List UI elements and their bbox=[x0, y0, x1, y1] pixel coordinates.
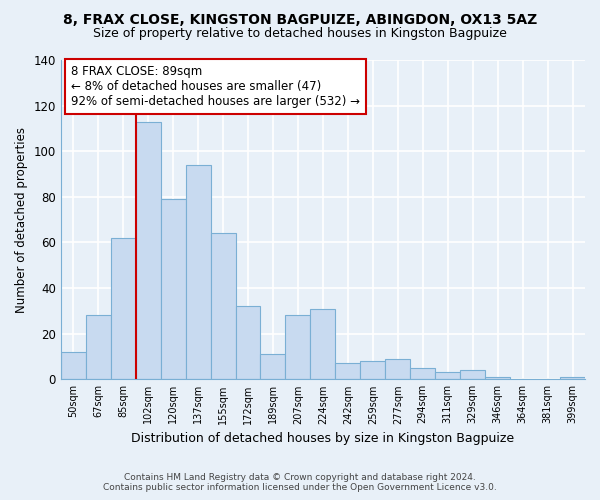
Bar bbox=[485, 377, 510, 380]
Bar bbox=[86, 316, 111, 380]
Bar bbox=[111, 238, 136, 380]
Bar bbox=[435, 372, 460, 380]
Bar bbox=[410, 368, 435, 380]
Bar bbox=[385, 359, 410, 380]
Bar bbox=[361, 361, 385, 380]
Bar bbox=[260, 354, 286, 380]
Text: 8 FRAX CLOSE: 89sqm
← 8% of detached houses are smaller (47)
92% of semi-detache: 8 FRAX CLOSE: 89sqm ← 8% of detached hou… bbox=[71, 65, 360, 108]
Text: Size of property relative to detached houses in Kingston Bagpuize: Size of property relative to detached ho… bbox=[93, 28, 507, 40]
Bar bbox=[310, 308, 335, 380]
Bar bbox=[335, 364, 361, 380]
Text: 8, FRAX CLOSE, KINGSTON BAGPUIZE, ABINGDON, OX13 5AZ: 8, FRAX CLOSE, KINGSTON BAGPUIZE, ABINGD… bbox=[63, 12, 537, 26]
Bar bbox=[560, 377, 585, 380]
Bar bbox=[136, 122, 161, 380]
Bar bbox=[211, 234, 236, 380]
Text: Contains HM Land Registry data © Crown copyright and database right 2024.
Contai: Contains HM Land Registry data © Crown c… bbox=[103, 473, 497, 492]
Bar bbox=[161, 199, 185, 380]
Bar bbox=[61, 352, 86, 380]
Bar bbox=[185, 165, 211, 380]
Y-axis label: Number of detached properties: Number of detached properties bbox=[15, 126, 28, 312]
Bar bbox=[460, 370, 485, 380]
Bar bbox=[286, 316, 310, 380]
Bar bbox=[236, 306, 260, 380]
X-axis label: Distribution of detached houses by size in Kingston Bagpuize: Distribution of detached houses by size … bbox=[131, 432, 514, 445]
